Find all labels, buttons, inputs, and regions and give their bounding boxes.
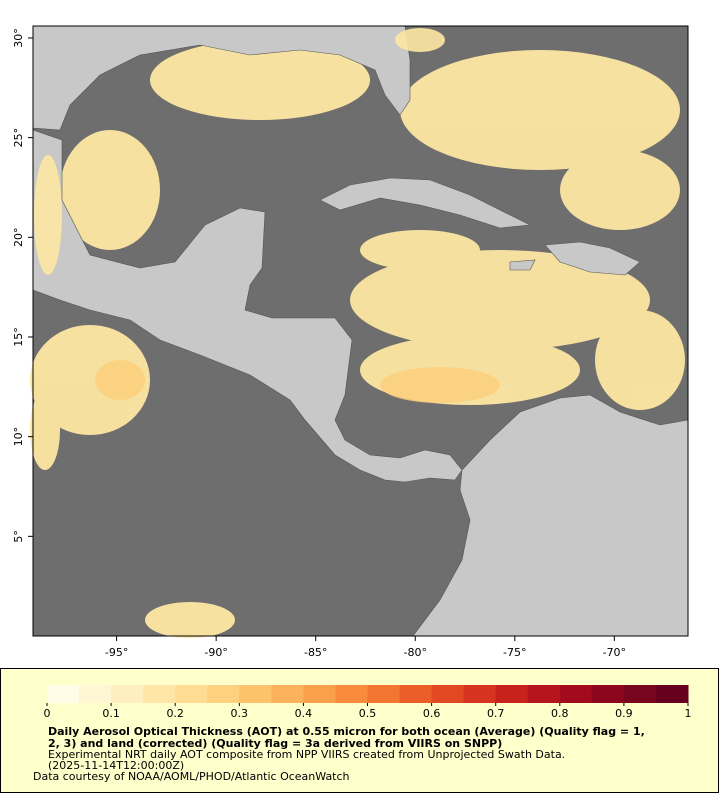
colorbar-tick-label: 1	[685, 707, 692, 720]
colorbar-step	[527, 685, 561, 703]
colorbar-tick-label: 0.5	[359, 707, 377, 720]
colorbar-step	[431, 685, 465, 703]
colorbar-step	[591, 685, 625, 703]
colorbar-tick-label: 0.7	[487, 707, 505, 720]
colorbar-step	[143, 685, 176, 703]
x-tick-label: -85°	[304, 646, 327, 659]
colorbar-step	[335, 685, 368, 703]
caption-note: Data courtesy of NOAA/AOML/PHOD/Atlantic…	[33, 770, 350, 783]
colorbar-tick-label: 0.1	[102, 707, 120, 720]
colorbar-tick-label: 0.8	[551, 707, 569, 720]
x-tick-label: -70°	[603, 646, 626, 659]
colorbar-step	[239, 685, 272, 703]
land	[32, 25, 689, 637]
y-tick-label: 20°	[12, 228, 25, 248]
y-tick-label: 15°	[12, 327, 25, 347]
colorbar-step	[399, 685, 433, 703]
colorbar-step	[623, 685, 657, 703]
caption-note: Experimental NRT daily AOT composite fro…	[48, 748, 565, 761]
x-tick-label: -95°	[105, 646, 128, 659]
colorbar: 0 0.1 0.2 0.3 0.4 0.5 0.6 0.7 0.8 0.9 1	[44, 685, 692, 720]
colorbar-step	[271, 685, 304, 703]
caption-note: (2025-11-14T12:00:00Z)	[48, 759, 184, 772]
colorbar-step	[495, 685, 529, 703]
colorbar-step	[367, 685, 401, 703]
colorbar-step	[111, 685, 144, 703]
colorbar-tick-label: 0	[44, 707, 51, 720]
caption-line: 2, 3) and land (corrected) (Quality flag…	[48, 737, 502, 750]
map-image	[30, 25, 689, 638]
x-tick-label: -75°	[503, 646, 526, 659]
colorbar-tick-label: 0.2	[166, 707, 184, 720]
x-tick-label: -80°	[404, 646, 427, 659]
x-tick-label: -90°	[204, 646, 227, 659]
colorbar-step	[655, 685, 689, 703]
y-tick-label: 5°	[12, 530, 25, 543]
aerosol-high	[95, 360, 500, 403]
colorbar-step	[559, 685, 593, 703]
colorbar-step	[207, 685, 240, 703]
colorbar-step	[175, 685, 208, 703]
colorbar-tick-label: 0.4	[295, 707, 313, 720]
colorbar-step	[79, 685, 112, 703]
colorbar-tick-label: 0.9	[615, 707, 633, 720]
colorbar-step	[463, 685, 497, 703]
y-tick-label: 10°	[12, 427, 25, 447]
caption-line: Daily Aerosol Optical Thickness (AOT) at…	[48, 725, 645, 738]
colorbar-tick-label: 0.6	[423, 707, 441, 720]
map-frame	[32, 25, 689, 637]
y-tick-label: 30°	[12, 28, 25, 48]
colorbar-step	[47, 685, 80, 703]
colorbar-step	[303, 685, 336, 703]
colorbar-tick-label: 0.3	[231, 707, 249, 720]
y-tick-label: 25°	[12, 128, 25, 148]
aerosol-land	[34, 28, 445, 275]
